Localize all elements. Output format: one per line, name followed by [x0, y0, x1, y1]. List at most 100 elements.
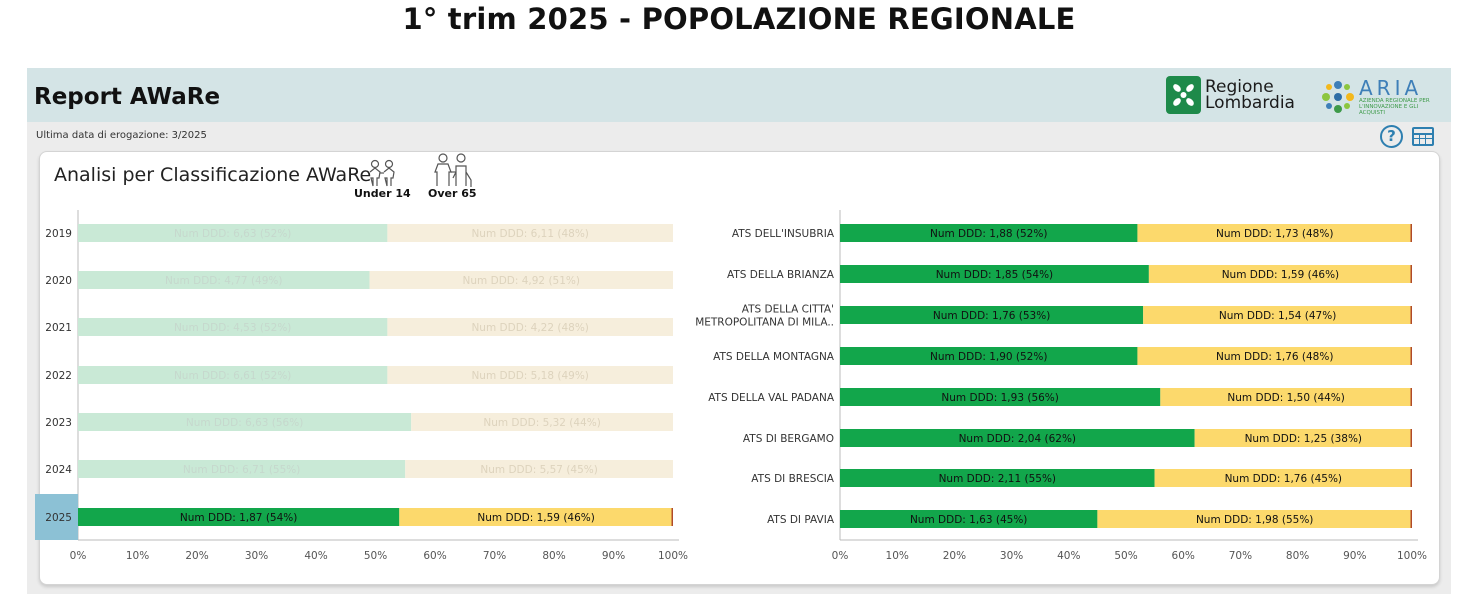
- bar-label-green: Num DDD: 6,63 (52%): [174, 228, 291, 240]
- category-label: 2024: [45, 464, 72, 476]
- x-tick-label: 70%: [1229, 550, 1252, 562]
- category-label: 2020: [45, 275, 72, 287]
- bar-label-yellow: Num DDD: 1,73 (48%): [1216, 228, 1333, 240]
- x-tick-label: 40%: [304, 550, 327, 562]
- aria-subtitle-2: L'INNOVAZIONE E GLI ACQUISTI: [1359, 104, 1419, 116]
- category-label: 2021: [45, 322, 72, 334]
- bar-label-green: Num DDD: 1,87 (54%): [180, 512, 297, 524]
- bar-label-yellow: Num DDD: 4,92 (51%): [463, 275, 580, 287]
- regione-lombardia-mark-icon: [1166, 76, 1201, 114]
- bar-label-green: Num DDD: 4,53 (52%): [174, 322, 291, 334]
- x-tick-label: 50%: [1114, 550, 1137, 562]
- logo-regione-line1: Regione: [1205, 77, 1274, 97]
- bar-label-yellow: Num DDD: 1,98 (55%): [1196, 514, 1313, 526]
- bar-label-green: Num DDD: 1,90 (52%): [930, 351, 1047, 363]
- bar-segment-green: [78, 271, 370, 289]
- bar-segment-yellow: [1137, 347, 1412, 365]
- bar-label-yellow: Num DDD: 6,11 (48%): [471, 228, 588, 240]
- bar-label-yellow: Num DDD: 1,76 (48%): [1216, 351, 1333, 363]
- bar-label-green: Num DDD: 1,85 (54%): [936, 269, 1053, 281]
- category-label: ATS DELLA VAL PADANA: [708, 392, 835, 404]
- bar-segment-yellow: [1097, 510, 1412, 528]
- under-14-filter[interactable]: Under 14: [354, 158, 411, 200]
- bar-end-marker: [1410, 265, 1412, 283]
- bar-segment-yellow: [1143, 306, 1412, 324]
- table-icon[interactable]: [1412, 127, 1434, 146]
- ats-chart: Num DDD: 1,88 (52%) Num DDD: 1,73 (48%) AT…: [695, 210, 1427, 562]
- bar-segment-green: [840, 306, 1144, 324]
- bar-label-yellow: Num DDD: 1,25 (38%): [1245, 433, 1362, 445]
- x-tick-label: 30%: [245, 550, 268, 562]
- bar-label-green: Num DDD: 1,88 (52%): [930, 228, 1047, 240]
- bar-segment-yellow: [1148, 265, 1412, 283]
- aria-subtitle-1: AZIENDA REGIONALE PER: [1359, 98, 1430, 104]
- x-tick-label: 40%: [1057, 550, 1080, 562]
- x-tick-label: 0%: [70, 550, 87, 562]
- card-title: Analisi per Classificazione AWaRe: [54, 164, 372, 186]
- bar-segment-yellow: [405, 460, 673, 478]
- category-label: 2025: [45, 512, 72, 524]
- bar-segment-green: [840, 469, 1155, 487]
- under-14-label: Under 14: [354, 187, 411, 200]
- bar-label-yellow: Num DDD: 1,59 (46%): [477, 512, 594, 524]
- category-label: 2019: [45, 228, 72, 240]
- category-label: ATS DELL'INSUBRIA: [732, 228, 835, 240]
- bar-segment-yellow: [411, 413, 673, 431]
- bar-end-marker: [1410, 224, 1412, 242]
- bar-label-yellow: Num DDD: 5,57 (45%): [480, 464, 597, 476]
- x-tick-label: 0%: [832, 550, 849, 562]
- help-icon[interactable]: ?: [1380, 125, 1403, 148]
- x-tick-label: 80%: [542, 550, 565, 562]
- last-update-date: Ultima data di erogazione: 3/2025: [36, 130, 207, 141]
- over-65-filter[interactable]: Over 65: [428, 152, 477, 200]
- x-tick-label: 80%: [1286, 550, 1309, 562]
- bar-segment-green: [840, 347, 1138, 365]
- logo-regione-line2: Lombardia: [1205, 93, 1295, 113]
- bar-segment-yellow: [387, 366, 673, 384]
- bar-label-green: Num DDD: 6,63 (56%): [186, 417, 303, 429]
- x-tick-label: 100%: [658, 550, 688, 562]
- regione-lombardia-logo: Regione Lombardia: [1166, 76, 1295, 114]
- elderly-couple-icon: [434, 153, 472, 187]
- x-tick-label: 100%: [1397, 550, 1427, 562]
- category-label: METROPOLITANA DI MILA..: [695, 317, 834, 329]
- bar-end-marker: [1410, 510, 1412, 528]
- bar-segment-green: [78, 460, 406, 478]
- category-label: ATS DELLA CITTA': [742, 304, 834, 316]
- category-label: ATS DI BERGAMO: [743, 433, 834, 445]
- bar-label-yellow: Num DDD: 4,22 (48%): [471, 322, 588, 334]
- x-tick-label: 30%: [1000, 550, 1023, 562]
- bar-label-green: Num DDD: 2,11 (55%): [939, 473, 1056, 485]
- x-tick-label: 90%: [1343, 550, 1366, 562]
- selected-year-highlight: [35, 494, 78, 540]
- bar-end-marker: [671, 508, 673, 526]
- bar-label-green: Num DDD: 4,77 (49%): [165, 275, 282, 287]
- bar-label-green: Num DDD: 6,61 (52%): [174, 370, 291, 382]
- category-label: ATS DELLA BRIANZA: [727, 269, 835, 281]
- bar-segment-yellow: [387, 318, 673, 336]
- bar-label-yellow: Num DDD: 1,59 (46%): [1222, 269, 1339, 281]
- x-tick-label: 50%: [364, 550, 387, 562]
- bar-segment-yellow: [369, 271, 673, 289]
- x-tick-label: 10%: [126, 550, 149, 562]
- children-icon: [369, 159, 395, 187]
- x-tick-label: 70%: [483, 550, 506, 562]
- bar-label-yellow: Num DDD: 5,32 (44%): [483, 417, 600, 429]
- category-label: ATS DI PAVIA: [767, 514, 835, 526]
- bar-label-green: Num DDD: 2,04 (62%): [959, 433, 1076, 445]
- bar-end-marker: [1410, 347, 1412, 365]
- bar-segment-yellow: [1160, 388, 1412, 406]
- bar-segment-yellow: [1154, 469, 1412, 487]
- bar-end-marker: [1410, 306, 1412, 324]
- x-tick-label: 20%: [943, 550, 966, 562]
- bar-label-yellow: Num DDD: 1,50 (44%): [1227, 392, 1344, 404]
- bar-label-green: Num DDD: 1,93 (56%): [941, 392, 1058, 404]
- bar-segment-green: [78, 224, 388, 242]
- category-label: ATS DI BRESCIA: [751, 473, 835, 485]
- category-label: ATS DELLA MONTAGNA: [713, 351, 835, 363]
- bar-label-green: Num DDD: 1,63 (45%): [910, 514, 1027, 526]
- years-chart: Num DDD: 6,63 (52%) Num DDD: 6,11 (48%) 20…: [35, 210, 688, 562]
- bar-label-yellow: Num DDD: 1,54 (47%): [1219, 310, 1336, 322]
